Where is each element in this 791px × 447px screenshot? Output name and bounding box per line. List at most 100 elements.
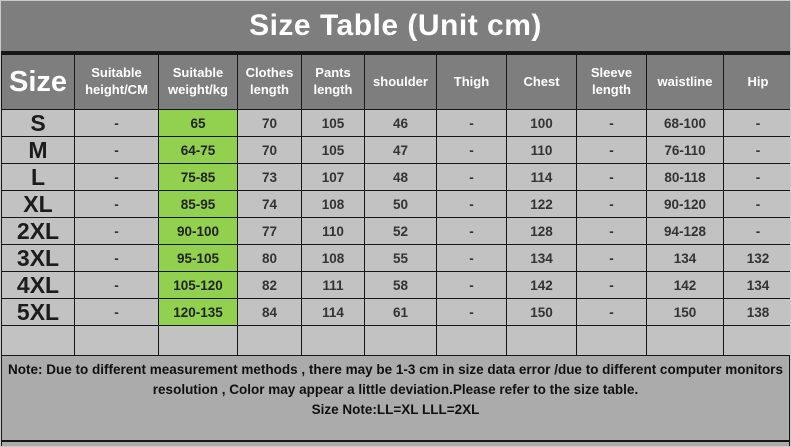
table-header: Size Suitable height/CM Suitable weight/kg… xyxy=(1,54,790,110)
value-cell: 120-135 xyxy=(158,298,238,326)
size-label-cell: 5XL xyxy=(1,298,75,326)
value-cell: 134 xyxy=(723,271,790,299)
value-cell: - xyxy=(74,136,159,164)
value-cell: - xyxy=(576,298,647,326)
value-cell: - xyxy=(576,217,647,245)
value-cell: - xyxy=(576,109,647,137)
column-header: shoulder xyxy=(364,54,437,110)
value-cell: - xyxy=(74,109,159,137)
table-row: 2XL -90-100 77 110 52-128-94-128- xyxy=(1,217,790,245)
size-label-cell: L xyxy=(1,163,75,191)
value-cell: - xyxy=(723,109,790,137)
value-cell: 80 xyxy=(237,244,302,272)
value-cell: - xyxy=(436,136,507,164)
value-cell: 47 xyxy=(364,136,437,164)
column-header: Hip xyxy=(723,54,790,110)
empty-cell xyxy=(364,325,437,356)
table-row: XL -85-95 74 108 50-122-90-120- xyxy=(1,190,790,218)
size-table: Size Suitable height/CM Suitable weight/kg… xyxy=(1,54,790,356)
value-cell: 105 xyxy=(301,109,365,137)
value-cell: - xyxy=(436,109,507,137)
value-cell: - xyxy=(436,190,507,218)
column-header: Suitable height/CM xyxy=(74,54,159,110)
value-cell: 105 xyxy=(301,136,365,164)
column-header: Suitable weight/kg xyxy=(158,54,238,110)
value-cell: 122 xyxy=(506,190,577,218)
size-label-cell: 3XL xyxy=(1,244,75,272)
value-cell: 46 xyxy=(364,109,437,137)
value-cell: 50 xyxy=(364,190,437,218)
value-cell: 90-120 xyxy=(646,190,724,218)
table-row: 3XL -95-105 80 108 55-134-134 132 xyxy=(1,244,790,272)
value-cell: 52 xyxy=(364,217,437,245)
value-cell: 111 xyxy=(301,271,365,299)
value-cell: 108 xyxy=(301,244,365,272)
empty-cell xyxy=(237,325,302,356)
value-cell: 58 xyxy=(364,271,437,299)
note-line-2: resolution , Color may appear a little d… xyxy=(152,382,639,397)
value-cell: - xyxy=(576,136,647,164)
empty-cell xyxy=(436,325,507,356)
value-cell: 128 xyxy=(506,217,577,245)
size-column-header: Size xyxy=(1,54,75,110)
value-cell: 142 xyxy=(646,271,724,299)
value-cell: 110 xyxy=(506,136,577,164)
empty-cell xyxy=(576,325,647,356)
size-label-cell: M xyxy=(1,136,75,164)
value-cell: 100 xyxy=(506,109,577,137)
value-cell: 114 xyxy=(506,163,577,191)
size-label-cell: 2XL xyxy=(1,217,75,245)
value-cell: - xyxy=(576,163,647,191)
value-cell: 82 xyxy=(237,271,302,299)
empty-cell xyxy=(74,325,159,356)
value-cell: 138 xyxy=(723,298,790,326)
note-line-3: Size Note:LL=XL LLL=2XL xyxy=(311,402,480,417)
table-row: M -64-75 70 105 47-110-76-110- xyxy=(1,136,790,164)
value-cell: 134 xyxy=(646,244,724,272)
value-cell: 48 xyxy=(364,163,437,191)
value-cell: 73 xyxy=(237,163,302,191)
value-cell: 75-85 xyxy=(158,163,238,191)
value-cell: - xyxy=(74,217,159,245)
column-header: waistline xyxy=(646,54,724,110)
value-cell: - xyxy=(436,244,507,272)
value-cell: - xyxy=(74,244,159,272)
empty-cell xyxy=(158,325,238,356)
value-cell: 55 xyxy=(364,244,437,272)
value-cell: - xyxy=(74,190,159,218)
empty-row xyxy=(1,325,790,356)
column-header: Clothes length xyxy=(237,54,302,110)
empty-cell xyxy=(646,325,724,356)
value-cell: - xyxy=(436,298,507,326)
empty-cell xyxy=(506,325,577,356)
size-label-cell: XL xyxy=(1,190,75,218)
value-cell: 84 xyxy=(237,298,302,326)
value-cell: 114 xyxy=(301,298,365,326)
value-cell: - xyxy=(576,244,647,272)
size-label-cell: S xyxy=(1,109,75,137)
value-cell: - xyxy=(576,271,647,299)
table-row: S -65 70 105 46-100-68-100- xyxy=(1,109,790,137)
value-cell: 76-110 xyxy=(646,136,724,164)
value-cell: - xyxy=(74,271,159,299)
column-header: Chest xyxy=(506,54,577,110)
column-header: Pants length xyxy=(301,54,365,110)
value-cell: 77 xyxy=(237,217,302,245)
value-cell: 70 xyxy=(237,109,302,137)
column-header: Sleeve length xyxy=(576,54,647,110)
column-header: Thigh xyxy=(436,54,507,110)
note-section: Note: Due to different measurement metho… xyxy=(1,356,790,446)
value-cell: 68-100 xyxy=(646,109,724,137)
value-cell: 132 xyxy=(723,244,790,272)
value-cell: 134 xyxy=(506,244,577,272)
size-label-cell: 4XL xyxy=(1,271,75,299)
value-cell: - xyxy=(723,217,790,245)
table-row: 5XL -120-135 84 114 61-150-150 138 xyxy=(1,298,790,326)
note-line-1: Note: Due to different measurement metho… xyxy=(8,362,783,377)
value-cell: 107 xyxy=(301,163,365,191)
page-title: Size Table (Unit cm) xyxy=(1,1,790,54)
value-cell: 70 xyxy=(237,136,302,164)
value-cell: 74 xyxy=(237,190,302,218)
value-cell: 95-105 xyxy=(158,244,238,272)
